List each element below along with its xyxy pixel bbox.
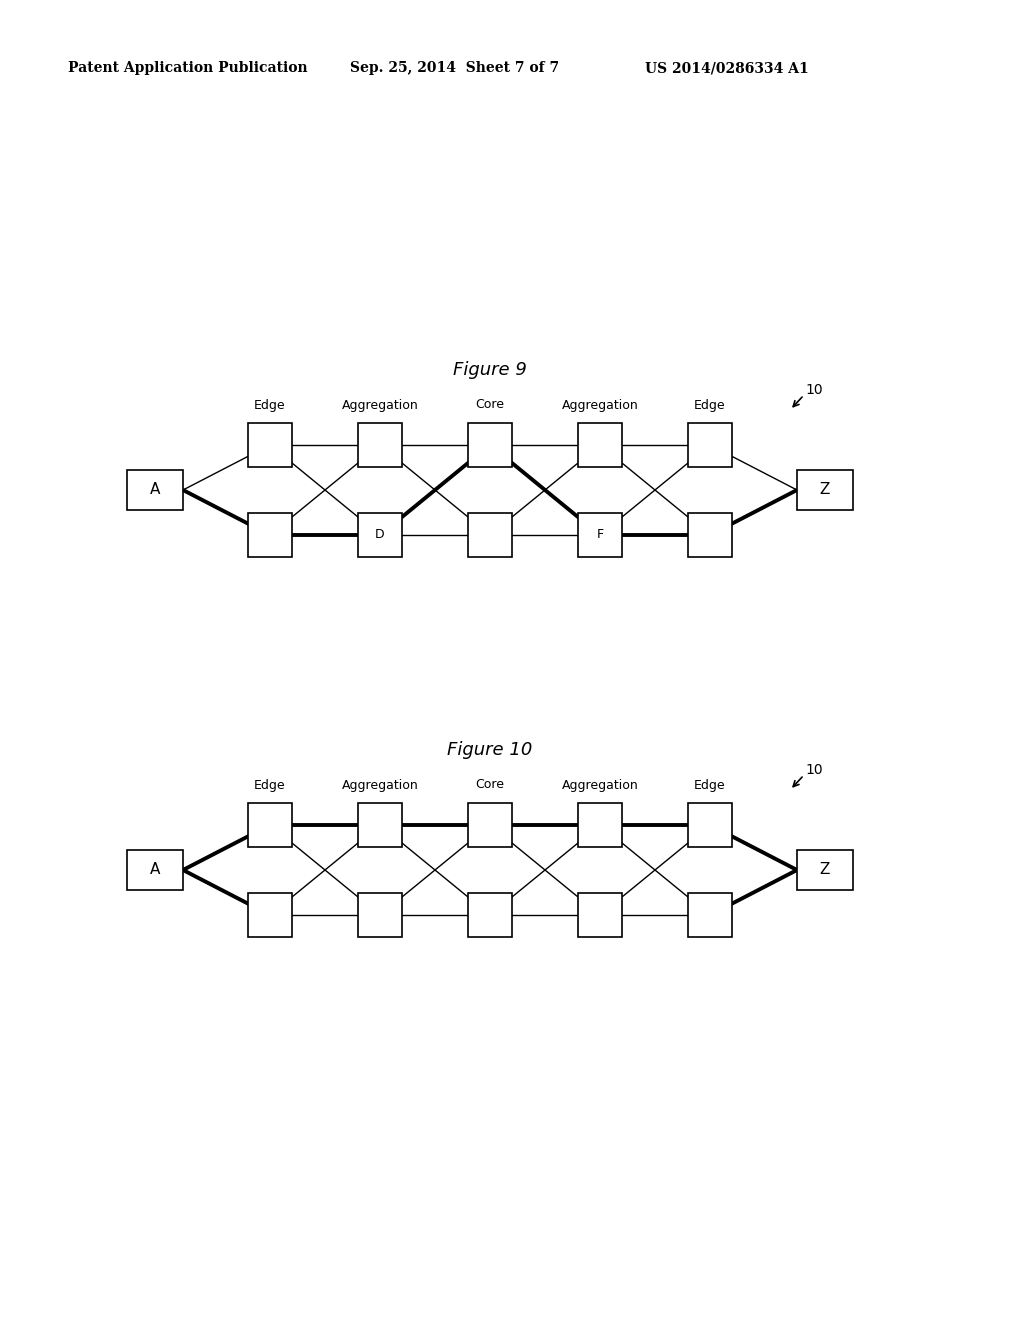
FancyBboxPatch shape — [248, 894, 292, 937]
Text: Edge: Edge — [694, 779, 726, 792]
FancyBboxPatch shape — [248, 422, 292, 467]
Text: 10: 10 — [805, 383, 822, 397]
Text: Z: Z — [820, 483, 830, 498]
Text: Aggregation: Aggregation — [561, 399, 638, 412]
Text: Sep. 25, 2014  Sheet 7 of 7: Sep. 25, 2014 Sheet 7 of 7 — [350, 61, 559, 75]
Text: A: A — [150, 862, 160, 878]
FancyBboxPatch shape — [468, 894, 512, 937]
FancyBboxPatch shape — [578, 422, 622, 467]
Text: 10: 10 — [805, 763, 822, 777]
FancyBboxPatch shape — [688, 513, 732, 557]
Text: Core: Core — [475, 399, 505, 412]
FancyBboxPatch shape — [797, 470, 853, 510]
FancyBboxPatch shape — [688, 803, 732, 847]
FancyBboxPatch shape — [468, 803, 512, 847]
FancyBboxPatch shape — [797, 850, 853, 890]
FancyBboxPatch shape — [578, 513, 622, 557]
Text: F: F — [596, 528, 603, 541]
FancyBboxPatch shape — [358, 894, 402, 937]
FancyBboxPatch shape — [578, 803, 622, 847]
Text: Patent Application Publication: Patent Application Publication — [68, 61, 307, 75]
FancyBboxPatch shape — [688, 894, 732, 937]
FancyBboxPatch shape — [358, 803, 402, 847]
Text: Figure 10: Figure 10 — [447, 741, 532, 759]
FancyBboxPatch shape — [578, 894, 622, 937]
FancyBboxPatch shape — [468, 422, 512, 467]
Text: A: A — [150, 483, 160, 498]
Text: Core: Core — [475, 779, 505, 792]
FancyBboxPatch shape — [358, 422, 402, 467]
Text: Edge: Edge — [254, 399, 286, 412]
FancyBboxPatch shape — [248, 803, 292, 847]
FancyBboxPatch shape — [468, 513, 512, 557]
Text: Edge: Edge — [694, 399, 726, 412]
Text: Aggregation: Aggregation — [342, 779, 419, 792]
FancyBboxPatch shape — [358, 513, 402, 557]
FancyBboxPatch shape — [127, 850, 183, 890]
Text: Aggregation: Aggregation — [342, 399, 419, 412]
Text: Figure 9: Figure 9 — [453, 360, 527, 379]
Text: US 2014/0286334 A1: US 2014/0286334 A1 — [645, 61, 809, 75]
FancyBboxPatch shape — [248, 513, 292, 557]
FancyBboxPatch shape — [688, 422, 732, 467]
Text: Z: Z — [820, 862, 830, 878]
Text: D: D — [375, 528, 385, 541]
FancyBboxPatch shape — [127, 470, 183, 510]
Text: Aggregation: Aggregation — [561, 779, 638, 792]
Text: Edge: Edge — [254, 779, 286, 792]
